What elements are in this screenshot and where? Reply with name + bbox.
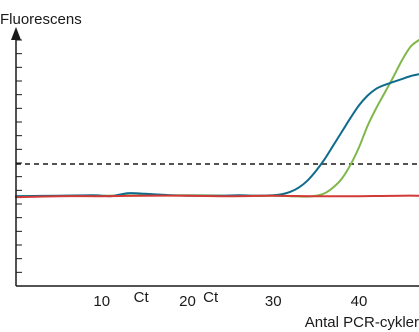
ct-label: Ct	[203, 289, 219, 306]
series-layer	[15, 39, 419, 199]
labels-layer: Fluorescens Antal PCR-cykler 10 20 30 40 Ct C…	[0, 11, 419, 331]
series-line	[15, 39, 419, 198]
y-axis-arrowhead	[11, 27, 21, 40]
ct-label: Ct	[134, 289, 150, 306]
series-line	[15, 194, 419, 199]
x-tick-label: 20	[179, 293, 196, 310]
x-axis-label: Antal PCR-cykler	[305, 314, 419, 331]
x-tick-label: 30	[265, 293, 282, 310]
x-tick-label: 40	[351, 293, 368, 310]
series-line	[15, 73, 419, 198]
y-axis-label: Fluorescens	[0, 11, 82, 28]
axes-layer	[11, 27, 419, 287]
x-tick-label: 10	[93, 293, 110, 310]
